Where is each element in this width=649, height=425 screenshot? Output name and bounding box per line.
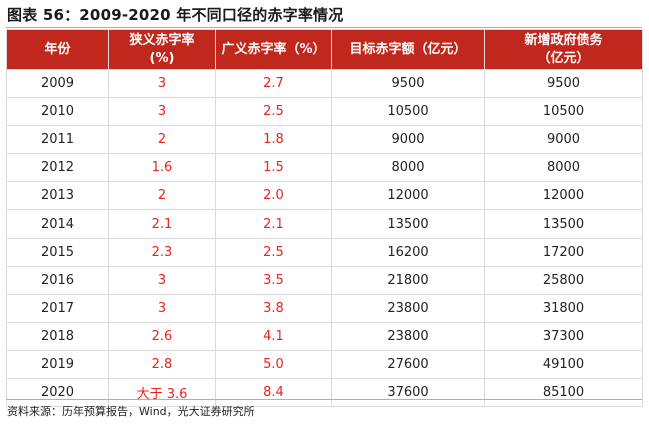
header-narrow-deficit-rate: 狭义赤字率 (%): [108, 29, 216, 70]
new-debt-cell: 17200: [484, 238, 643, 267]
new-debt-cell: 10500: [484, 97, 643, 127]
new-debt-cell: 49100: [484, 350, 643, 380]
new-debt-cell: 9000: [484, 125, 643, 155]
table-row: 2015 2.3 2.5 16200 17200: [6, 238, 643, 267]
table-row: 2011 2 1.8 9000 9000: [6, 125, 643, 155]
table-row: 2012 1.6 1.5 8000 8000: [6, 153, 643, 183]
narrow-rate-cell: 1.6: [108, 153, 216, 183]
broad-rate-cell: 1.5: [215, 153, 332, 183]
narrow-rate-cell: 2.1: [108, 209, 216, 239]
broad-rate-cell: 3.8: [215, 294, 332, 323]
year-cell: 2016: [6, 266, 109, 295]
target-deficit-cell: 16200: [331, 238, 485, 267]
year-cell: 2019: [6, 350, 109, 380]
new-debt-cell: 25800: [484, 266, 643, 295]
year-cell: 2018: [6, 322, 109, 351]
broad-rate-cell: 5.0: [215, 350, 332, 380]
broad-rate-cell: 2.7: [215, 69, 332, 99]
year-cell: 2014: [6, 209, 109, 239]
table-row: 2010 3 2.5 10500 10500: [6, 97, 643, 127]
broad-rate-cell: 4.1: [215, 322, 332, 351]
page-title: 图表 56：2009-2020 年不同口径的赤字率情况: [7, 6, 344, 24]
year-cell: 2020: [6, 378, 109, 408]
target-deficit-cell: 9500: [331, 69, 485, 99]
year-cell: 2009: [6, 69, 109, 99]
new-debt-cell: 13500: [484, 209, 643, 239]
header-year: 年份: [6, 29, 109, 70]
deficit-rate-table: 年份 狭义赤字率 (%) 广义赤字率（%） 目标赤字额（亿元） 新增政府债务 （亿元…: [6, 29, 643, 408]
table-row: 2016 3 3.5 21800 25800: [6, 266, 643, 295]
narrow-rate-cell: 2: [108, 125, 216, 155]
year-cell: 2015: [6, 238, 109, 267]
broad-rate-cell: 2.5: [215, 238, 332, 267]
target-deficit-cell: 8000: [331, 153, 485, 183]
broad-rate-cell: 2.5: [215, 97, 332, 127]
new-debt-cell: 12000: [484, 181, 643, 211]
target-deficit-cell: 12000: [331, 181, 485, 211]
target-deficit-cell: 23800: [331, 294, 485, 323]
broad-rate-cell: 2.1: [215, 209, 332, 239]
bottom-divider: [6, 399, 642, 400]
narrow-rate-cell: 3: [108, 69, 216, 99]
broad-rate-cell: 8.4: [215, 378, 332, 408]
table-row: 2019 2.8 5.0 27600 49100: [6, 350, 643, 380]
broad-rate-cell: 3.5: [215, 266, 332, 295]
broad-rate-cell: 1.8: [215, 125, 332, 155]
new-debt-cell: 37300: [484, 322, 643, 351]
narrow-rate-cell: 3: [108, 266, 216, 295]
narrow-rate-cell: 2: [108, 181, 216, 211]
table-row: 2017 3 3.8 23800 31800: [6, 294, 643, 323]
new-debt-cell: 8000: [484, 153, 643, 183]
target-deficit-cell: 37600: [331, 378, 485, 408]
year-cell: 2011: [6, 125, 109, 155]
header-new-government-debt: 新增政府债务 （亿元）: [484, 29, 643, 70]
narrow-rate-cell: 3: [108, 294, 216, 323]
new-debt-cell: 31800: [484, 294, 643, 323]
table-row: 2018 2.6 4.1 23800 37300: [6, 322, 643, 351]
year-cell: 2017: [6, 294, 109, 323]
narrow-rate-cell: 3: [108, 97, 216, 127]
year-cell: 2013: [6, 181, 109, 211]
table-row: 2020 大于 3.6 8.4 37600 85100: [6, 378, 643, 408]
top-divider: [6, 27, 642, 28]
broad-rate-cell: 2.0: [215, 181, 332, 211]
target-deficit-cell: 9000: [331, 125, 485, 155]
new-debt-cell: 85100: [484, 378, 643, 408]
target-deficit-cell: 27600: [331, 350, 485, 380]
table-row: 2013 2 2.0 12000 12000: [6, 181, 643, 211]
table-header-row: 年份 狭义赤字率 (%) 广义赤字率（%） 目标赤字额（亿元） 新增政府债务 （亿元…: [6, 29, 643, 70]
target-deficit-cell: 23800: [331, 322, 485, 351]
target-deficit-cell: 13500: [331, 209, 485, 239]
year-cell: 2010: [6, 97, 109, 127]
table-row: 2014 2.1 2.1 13500 13500: [6, 209, 643, 239]
table-row: 2009 3 2.7 9500 9500: [6, 69, 643, 99]
header-target-deficit: 目标赤字额（亿元）: [331, 29, 485, 70]
year-cell: 2012: [6, 153, 109, 183]
target-deficit-cell: 21800: [331, 266, 485, 295]
narrow-rate-cell: 2.3: [108, 238, 216, 267]
narrow-rate-cell: 2.6: [108, 322, 216, 351]
target-deficit-cell: 10500: [331, 97, 485, 127]
narrow-rate-cell: 2.8: [108, 350, 216, 380]
narrow-rate-cell: 大于 3.6: [108, 378, 216, 408]
source-note: 资料来源：历年预算报告，Wind，光大证券研究所: [7, 405, 255, 418]
new-debt-cell: 9500: [484, 69, 643, 99]
header-broad-deficit-rate: 广义赤字率（%）: [215, 29, 332, 70]
